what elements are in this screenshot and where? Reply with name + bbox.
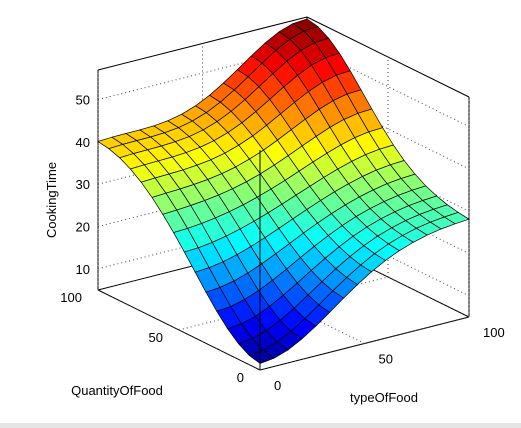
tick-labels: 10 20 30 40 50 0 50 100 0 50 100 (60, 93, 504, 393)
x-tick-label: 0 (274, 378, 281, 393)
z-tick-label: 40 (76, 135, 90, 150)
y-tick-label: 0 (237, 370, 244, 385)
y-tick-label: 100 (60, 290, 82, 305)
y-axis-label: QuantityOfFood (71, 383, 163, 398)
z-tick-label: 20 (76, 220, 90, 235)
box-edge (97, 16, 308, 71)
surface-mesh (97, 18, 470, 364)
y-tick-label: 50 (149, 330, 163, 345)
z-tick-label: 10 (76, 262, 90, 277)
x-axis-label: typeOfFood (350, 390, 418, 405)
box-edge (306, 16, 470, 98)
z-tick-label: 50 (76, 93, 90, 108)
x-tick-label: 50 (379, 352, 393, 367)
x-tick-label: 100 (483, 325, 505, 340)
z-axis-label: CookingTime (44, 162, 59, 238)
surface-patch (248, 349, 275, 364)
z-tick-label: 30 (76, 177, 90, 192)
